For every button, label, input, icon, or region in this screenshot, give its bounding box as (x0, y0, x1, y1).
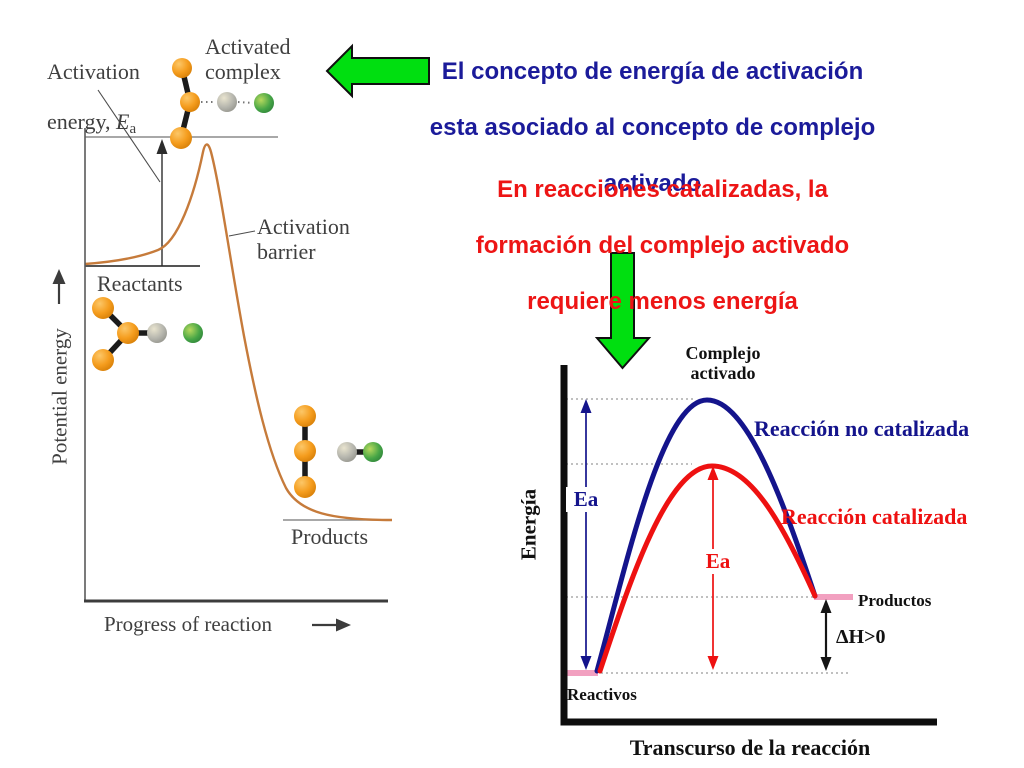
activation-energy-label: Activation energy, Ea (47, 34, 140, 167)
complejo-activado-label: Complejo activado (685, 343, 761, 383)
activation-energy-pointer-line (97, 89, 161, 183)
products-molecules (294, 405, 383, 498)
slide-title-line-3: activado (603, 170, 702, 197)
productos-label: Productos (858, 591, 932, 610)
green-down-arrow (594, 252, 652, 370)
catalyzed-reaction-label: Reacción catalizada (781, 504, 968, 529)
energy-symbol: E (116, 109, 130, 134)
ea-catalyzed-label: Ea (698, 549, 738, 574)
left-energy-diagram (52, 58, 393, 632)
progress-of-reaction-axis-label: Progress of reaction (104, 612, 272, 636)
uncatalyzed-reaction-label: Reacción no catalizada (754, 416, 970, 441)
progress-axis-arrow (312, 618, 351, 632)
activated-complex-molecule (170, 58, 274, 149)
delta-h-arrow (820, 599, 832, 671)
slide-title-line-2: esta asociado al concepto de complejo (429, 114, 876, 141)
slide-note: En reacciones catalizadas, la formación … (415, 148, 910, 344)
delta-h-label: ΔH>0 (836, 626, 886, 648)
activation-energy-label-line1: Activation (47, 59, 140, 84)
slide-note-line-2: formación del complejo activado (475, 232, 850, 259)
potential-energy-axis-label: Potential energy (47, 328, 72, 465)
slide-title-line-1: El concepto de energía de activación (441, 58, 864, 85)
activation-barrier-label: Activation barrier (257, 214, 350, 264)
activation-energy-label-line2: energy, Ea (47, 109, 137, 137)
products-label: Products (291, 524, 368, 549)
activation-barrier-pointer-line (228, 230, 256, 237)
energia-axis-label: Energía (516, 488, 541, 561)
ea-uncatalyzed-arrow (580, 399, 592, 670)
right-energy-diagram (560, 365, 937, 726)
activated-complex-label: Activated complex (205, 34, 291, 84)
green-left-arrow (325, 43, 430, 99)
potential-energy-axis-arrow (52, 269, 66, 304)
energy-subscript: a (129, 121, 137, 137)
transcurso-axis-label: Transcurso de la reacción (629, 735, 871, 760)
reactants-label: Reactants (97, 271, 183, 296)
catalyzed-curve (597, 463, 818, 674)
slide-note-line-3: requiere menos energía (527, 288, 798, 315)
reactants-molecules (92, 297, 203, 371)
reactivos-label: Reactivos (567, 685, 637, 704)
slide-title: El concepto de energía de activación est… (415, 30, 890, 226)
slide-note-line-1: En reacciones catalizadas, la (497, 176, 828, 203)
uncatalyzed-curve (594, 397, 818, 674)
ea-uncatalyzed-label: Ea (566, 487, 606, 512)
activation-barrier-curve (84, 143, 393, 522)
